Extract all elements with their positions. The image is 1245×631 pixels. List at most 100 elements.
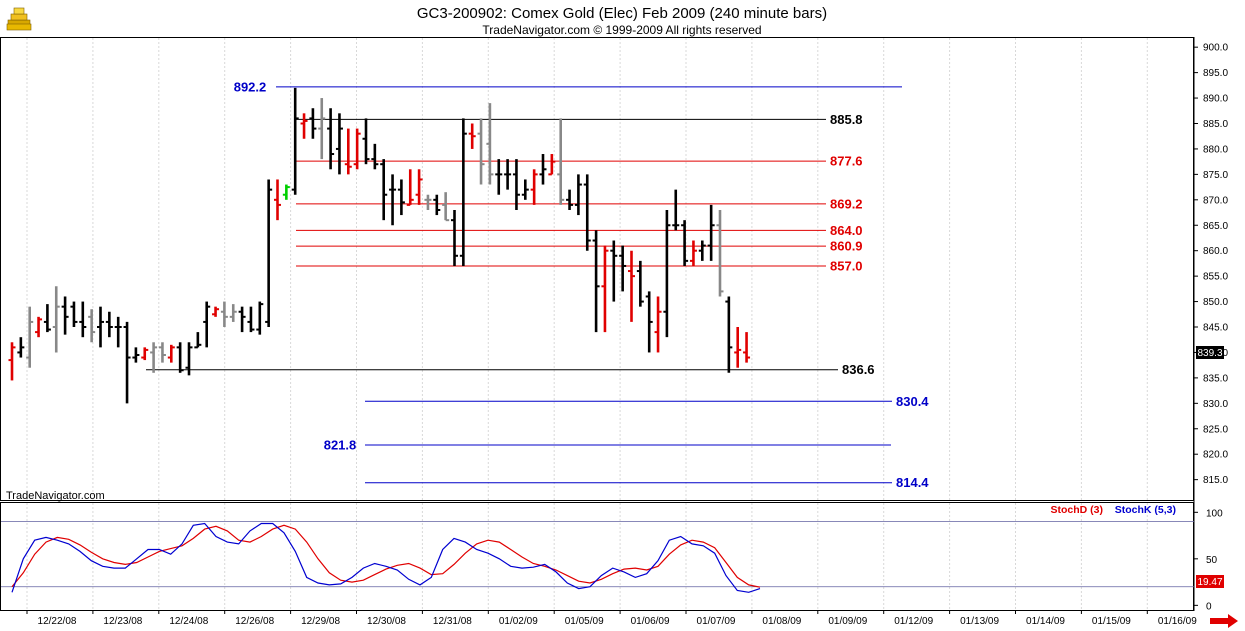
stoch-panel-frame [0,502,1194,611]
ohlc-bar [35,316,43,338]
ohlc-bar [583,174,591,251]
scroll-right-arrow-icon[interactable] [1208,613,1238,629]
date-tick-label: 12/31/08 [433,616,472,627]
ohlc-bar [628,250,635,322]
ohlc-bar [672,189,680,231]
ohlc-bar [397,179,405,216]
ohlc-bar [79,301,87,338]
ohlc-bar [229,304,237,322]
ohlc-bar [459,118,467,266]
stochK-line [11,522,761,593]
ohlc-bar [176,342,184,373]
ohlc-bar [17,337,25,358]
ohlc-bar [557,118,565,205]
stoch-axis: 100 50 0 [1,508,1223,612]
ohlc-bar [698,240,706,261]
ohlc-bar [265,179,273,328]
ohlc-bar [451,209,458,266]
price-tick-label: 835.0 [1203,373,1228,384]
ohlc-bar [663,209,671,338]
legend-stochD: StochD (3) [1051,504,1104,516]
ohlc-bar [530,169,538,205]
price-level-label: 836.6 [842,362,875,377]
price-tick-label: 890.0 [1203,94,1228,105]
ohlc-bar [43,304,51,333]
ohlc-bar [203,301,211,348]
date-axis: 12/22/08 12/23/08 12/24/08 12/26/08 12/29/08… [26,610,1197,627]
ohlc-bar [619,245,627,292]
date-tick-label: 01/09/09 [828,616,867,627]
date-tick-label: 01/06/09 [631,616,670,627]
ohlc-bar [274,179,281,221]
ohlc-bar [158,342,166,363]
ohlc-bar [592,230,600,333]
price-level-label: 860.9 [830,239,863,254]
ohlc-bar [61,296,69,335]
ohlc-bar [291,87,299,195]
price-tick-label: 825.0 [1203,424,1228,435]
price-tick-label: 815.0 [1203,475,1228,486]
date-tick-label: 12/29/08 [301,616,340,627]
watermark: TradeNavigator.com [6,490,105,502]
stoch-last-value: 19.47 [1197,577,1222,588]
ohlc-bar [495,159,503,195]
logo-gold-bars-icon [6,7,32,31]
ohlc-bar [477,118,485,185]
ohlc-bar [442,192,450,222]
ohlc-bar [362,118,370,165]
ohlc-bar [371,143,379,170]
ohlc-bar [8,342,16,381]
price-tick-label: 900.0 [1203,43,1228,54]
ohlc-bar [610,240,618,302]
ohlc-bar [521,179,529,200]
ohlc-bar [141,347,149,361]
date-tick-label: 01/14/09 [1026,616,1065,627]
ohlc-bar [415,169,423,205]
ohlc-bar [282,184,290,200]
chart-subtitle: TradeNavigator.com © 1999-2009 All right… [482,23,761,37]
ohlc-bars [8,87,751,404]
date-tick-label: 12/22/08 [38,616,77,627]
legend-stochK: StochK (5,3) [1115,504,1176,516]
ohlc-bar [574,174,582,216]
date-tick-label: 01/02/09 [499,616,538,627]
price-level-label: 892.2 [234,79,267,94]
ohlc-bar [707,204,715,261]
ohlc-bar [468,123,476,149]
ohlc-bar [335,113,343,175]
ohlc-bar [689,240,697,266]
ohlc-bar [309,108,317,139]
price-level-label: 877.6 [830,154,863,169]
price-level-label: 869.2 [830,196,863,211]
last-price-value: 839.3 [1197,348,1222,359]
price-tick-label: 850.0 [1203,297,1228,308]
ohlc-bar [486,103,494,185]
ohlc-bar [433,194,441,216]
chart-title: GC3-200902: Comex Gold (Elec) Feb 2009 (… [417,5,827,22]
stoch-tick-label: 50 [1206,555,1218,566]
ohlc-bar [220,301,228,328]
ohlc-bar [256,301,264,335]
date-tick-label: 01/05/09 [565,616,604,627]
ohlc-bar [636,260,644,307]
price-tick-label: 895.0 [1203,68,1228,79]
ohlc-bar [716,209,724,297]
stoch-tick-label: 0 [1206,601,1212,612]
ohlc-bar [70,301,78,328]
date-tick-label: 12/26/08 [235,616,274,627]
ohlc-bar [353,128,361,170]
date-tick-label: 01/07/09 [697,616,736,627]
date-tick-label: 01/15/09 [1092,616,1131,627]
ohlc-bar [167,344,175,363]
ohlc-bar [238,306,246,333]
ohlc-bar [512,159,520,210]
ohlc-bar [725,296,733,373]
date-tick-label: 12/24/08 [169,616,208,627]
price-tick-label: 820.0 [1203,450,1228,461]
ohlc-bar [539,154,547,185]
price-level-label: 830.4 [896,394,929,409]
ohlc-bar [247,306,255,333]
grid-lines [26,38,1148,610]
ohlc-bar [194,332,202,349]
